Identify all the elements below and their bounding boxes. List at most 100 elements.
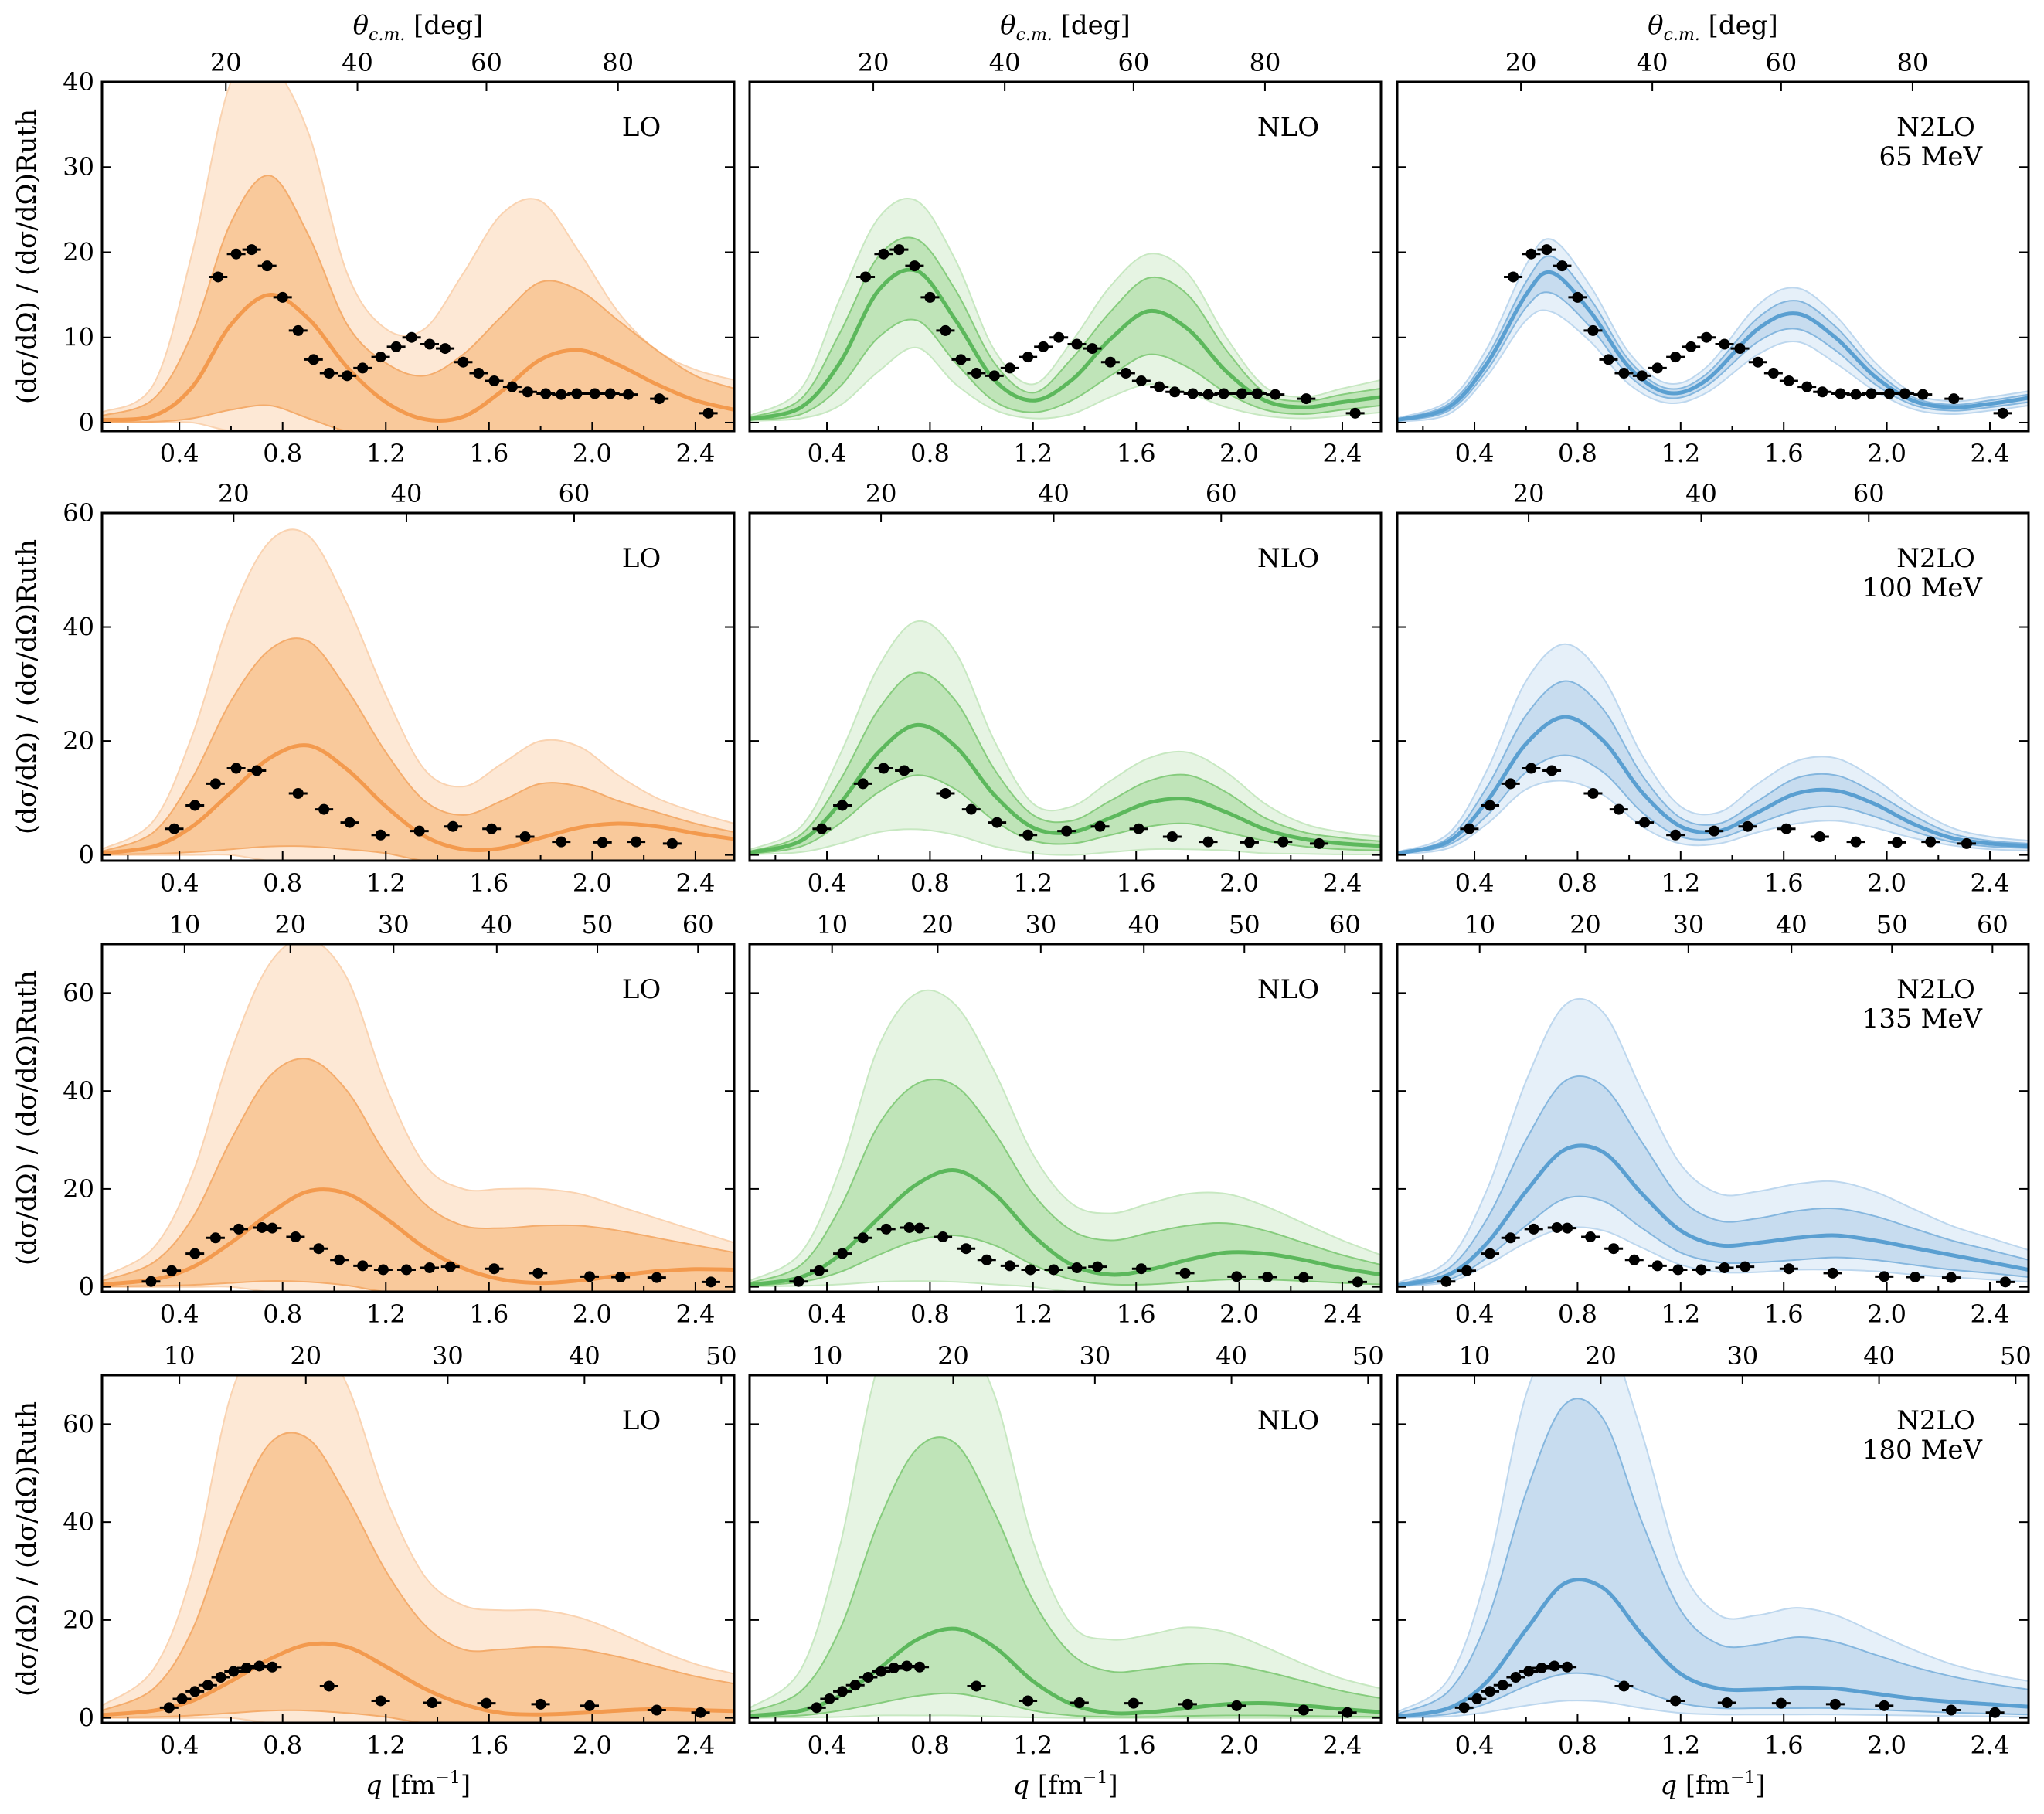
data-point [1501,778,1520,790]
data-point [1875,1271,1894,1282]
data-point [856,271,876,283]
y-tick-label: 0 [79,841,94,870]
data-point [1266,389,1285,400]
data-point [699,407,718,419]
data-point [353,1260,372,1272]
data-point [1348,1276,1367,1288]
data-point [371,352,390,363]
data-point [1088,1261,1107,1272]
data-point [1941,1272,1961,1283]
data-point [1124,1697,1143,1709]
data-point [977,1254,996,1265]
data-point [1748,356,1767,368]
top-tick-label: 40 [1685,479,1717,508]
data-point [1730,343,1750,355]
data-point [1682,341,1701,352]
x-tick-label: 1.2 [1661,1299,1700,1329]
data-point [1227,1271,1246,1282]
top-tick-label: 50 [582,910,614,939]
x-tick-label: 1.2 [366,439,406,468]
data-point [1100,356,1120,368]
y-tick-label: 40 [63,67,94,97]
x-tick-label: 0.4 [808,1299,847,1329]
data-point [701,1276,720,1288]
top-tick-label: 40 [1776,910,1808,939]
top-tick-label: 30 [1726,1341,1758,1371]
x-tick-label: 2.4 [1971,439,2010,468]
data-point [288,787,308,799]
top-tick-label: 30 [1025,910,1056,939]
top-axis-title: θc.m. [deg] [353,10,484,45]
x-tick-label: 0.4 [1455,868,1495,898]
data-point [905,260,924,272]
data-point [1717,1697,1736,1709]
top-tick-label: 40 [1128,910,1160,939]
data-point [833,800,852,811]
x-tick-label: 2.4 [675,868,715,898]
data-point [165,823,184,834]
data-point [371,829,390,841]
data-point [662,837,682,849]
band-68-lo [102,1058,734,1292]
axes-frame [1396,511,2030,862]
data-point [529,1267,548,1279]
data-point [273,291,292,303]
top-tick-label: 20 [1570,910,1601,939]
data-point [567,388,587,399]
data-point [1825,1698,1845,1710]
top-tick-label: 40 [1637,48,1668,77]
data-point [286,1231,305,1243]
top-tick-label: 40 [1216,1341,1247,1371]
data-point [1131,1263,1151,1275]
x-tick-label: 1.2 [1013,1731,1053,1760]
x-tick-label: 0.8 [910,868,950,898]
data-point [833,1248,852,1259]
top-tick-label: 60 [471,48,502,77]
data-point [820,1693,839,1704]
x-tick-label: 1.6 [469,868,508,898]
top-tick-label: 10 [1464,910,1495,939]
panel-nlo-row1: 0.4 0.8 1.2 1.6 2.0 2.4 20 40 60 80 θc.m. [deg] NLO [748,10,1383,468]
y-tick-label: 60 [63,498,94,528]
top-tick-label: 20 [937,1341,969,1371]
data-point [1150,381,1169,392]
data-point [627,836,646,848]
data-point [1797,381,1817,392]
data-point [1501,1232,1520,1244]
data-point [1995,1276,2015,1288]
data-point [934,1231,953,1243]
data-point [884,1663,903,1674]
data-point [650,393,669,405]
top-tick-label: 30 [1079,1341,1110,1371]
data-point [1558,1222,1577,1234]
x-tick-label: 2.0 [573,868,612,898]
x-tick-label: 1.2 [1661,868,1700,898]
data-point [515,831,535,843]
top-tick-label: 20 [1505,48,1537,77]
data-point [198,1680,217,1691]
plot-area [1397,238,2029,423]
data-point [1614,368,1634,379]
data-point [1057,825,1076,837]
axes-frame [100,80,736,433]
data-point [1993,407,2012,419]
data-point [1542,765,1562,776]
central-line-n2lo [1397,270,2029,423]
top-tick-label: 80 [602,48,634,77]
band-68-lo [102,175,734,431]
data-point [315,803,334,815]
x-tick-label: 2.4 [1323,439,1362,468]
axes-frame [748,80,1383,433]
x-tick-label: 0.8 [263,1299,302,1329]
x-axis-title: q [fm−1] [1012,1768,1117,1801]
order-label: NLO [1257,543,1319,574]
data-point [1846,836,1865,848]
panel-lo-row3: 0.4 0.8 1.2 1.6 2.0 2.4 10 20 30 40 50 60 0 20 40 60 LO (… [12,910,736,1329]
data-point [988,817,1007,828]
x-tick-label: 2.0 [1219,439,1259,468]
data-point [1034,341,1053,352]
plot-area [102,528,734,861]
top-tick-label: 20 [1585,1341,1617,1371]
x-tick-label: 2.0 [573,1299,612,1329]
data-point [309,1243,328,1255]
